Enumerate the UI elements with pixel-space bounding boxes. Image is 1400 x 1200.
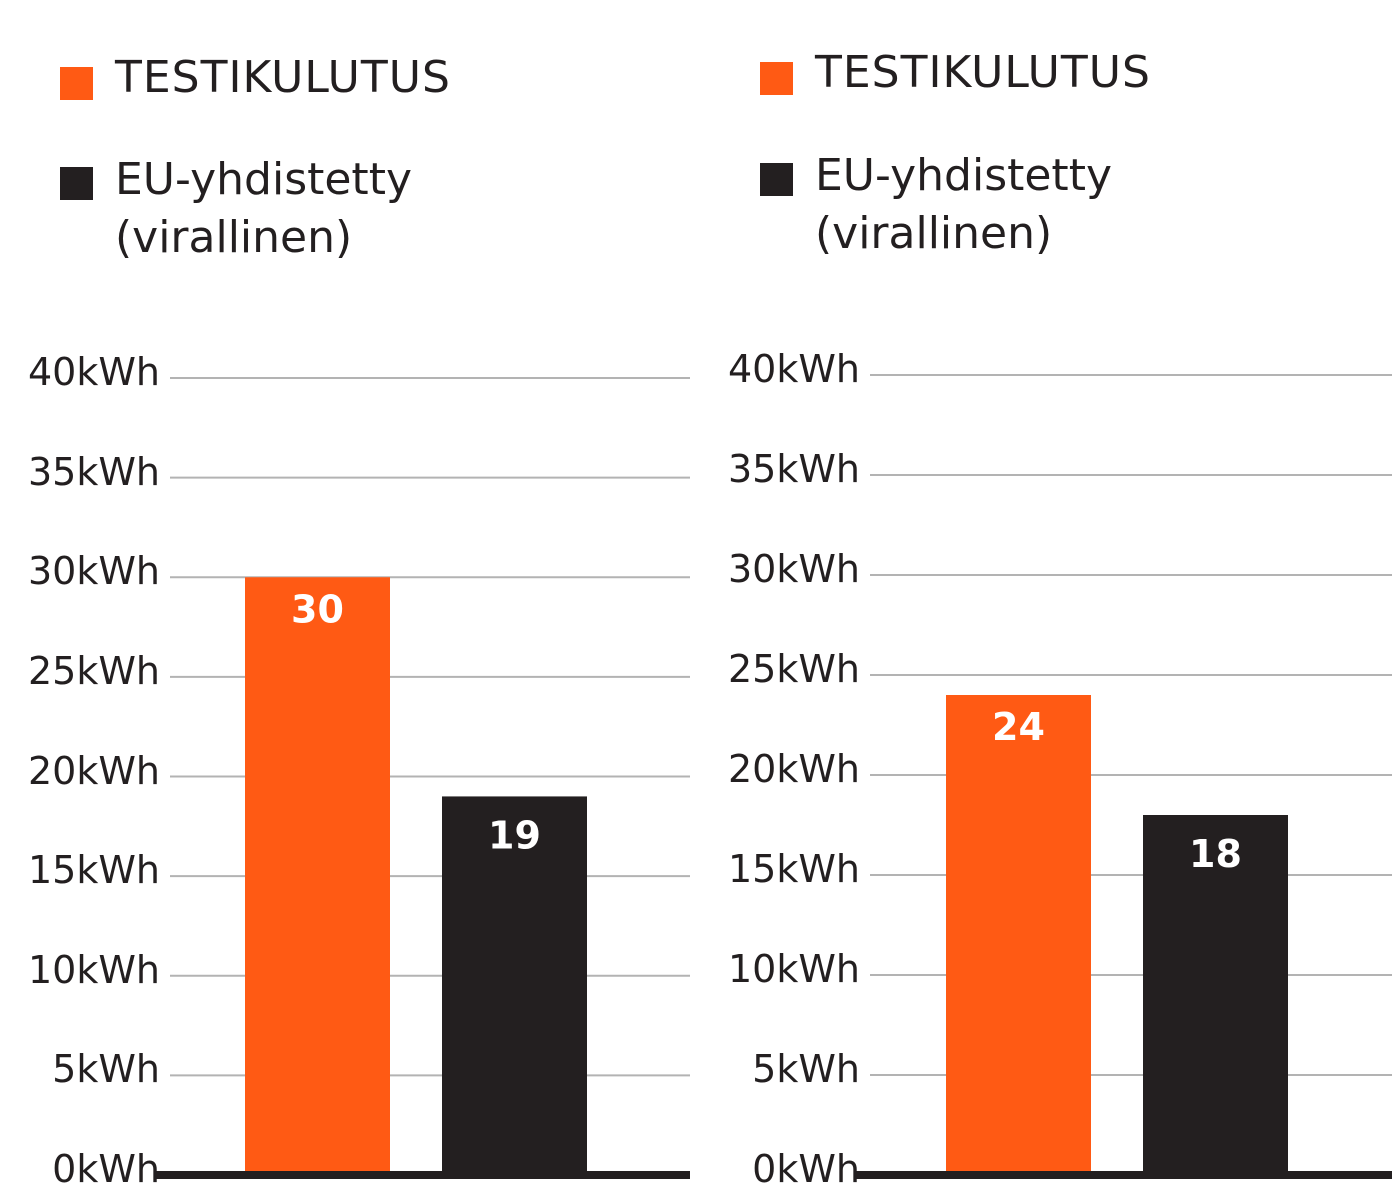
y-tick-label: 0kWh bbox=[752, 1147, 860, 1191]
bar-value-label: 24 bbox=[992, 705, 1045, 749]
legend-label-eu-line1: EU-yhdistetty bbox=[815, 150, 1112, 201]
y-tick-label: 20kWh bbox=[27, 748, 160, 793]
y-tick-label: 40kWh bbox=[727, 347, 860, 391]
y-tick-label: 40kWh bbox=[27, 350, 160, 394]
legend-swatch-eu bbox=[760, 163, 793, 196]
bar-value-label: 19 bbox=[488, 813, 541, 857]
bar-chart-left: 30 19 bbox=[155, 377, 690, 1179]
bar-value-label: 18 bbox=[1189, 832, 1242, 876]
y-tick-label: 30kWh bbox=[727, 547, 860, 591]
legend-swatch-eu bbox=[60, 167, 93, 200]
legend-label-eu-line2: (virallinen) bbox=[815, 208, 1053, 259]
y-tick-label: 30kWh bbox=[27, 549, 160, 594]
y-tick-label: 10kWh bbox=[727, 947, 860, 991]
y-tick-label: 25kWh bbox=[27, 648, 160, 693]
y-tick-label: 35kWh bbox=[27, 449, 160, 494]
legend-swatch-test bbox=[60, 67, 93, 100]
bar-value-label: 30 bbox=[291, 587, 344, 631]
legend-label-test: TESTIKULUTUS bbox=[815, 47, 1151, 98]
legend-label-eu-line1: EU-yhdistetty bbox=[115, 154, 412, 205]
bar-eu bbox=[1143, 815, 1288, 1175]
y-tick-label: 5kWh bbox=[52, 1047, 160, 1092]
y-tick-label: 15kWh bbox=[27, 848, 160, 893]
y-tick-label: 10kWh bbox=[27, 947, 160, 992]
y-tick-label: 0kWh bbox=[52, 1147, 160, 1191]
legend-label-eu-line2: (virallinen) bbox=[115, 212, 353, 263]
y-tick-label: 35kWh bbox=[727, 447, 860, 491]
legend-swatch-test bbox=[760, 62, 793, 95]
bar-test bbox=[946, 695, 1091, 1175]
bar-eu bbox=[442, 796, 587, 1175]
bar-chart-right: 24 18 bbox=[855, 374, 1392, 1179]
y-tick-label: 20kWh bbox=[727, 747, 860, 791]
y-tick-label: 15kWh bbox=[727, 847, 860, 891]
chart-panel-right: TESTIKULUTUS EU-yhdistetty (virallinen) … bbox=[700, 0, 1400, 1200]
legend-label-test: TESTIKULUTUS bbox=[115, 52, 451, 103]
chart-panel-left: TESTIKULUTUS EU-yhdistetty (virallinen) … bbox=[27, 52, 690, 1191]
y-tick-label: 5kWh bbox=[752, 1047, 860, 1091]
bar-test bbox=[245, 577, 390, 1175]
y-tick-label: 25kWh bbox=[727, 647, 860, 691]
